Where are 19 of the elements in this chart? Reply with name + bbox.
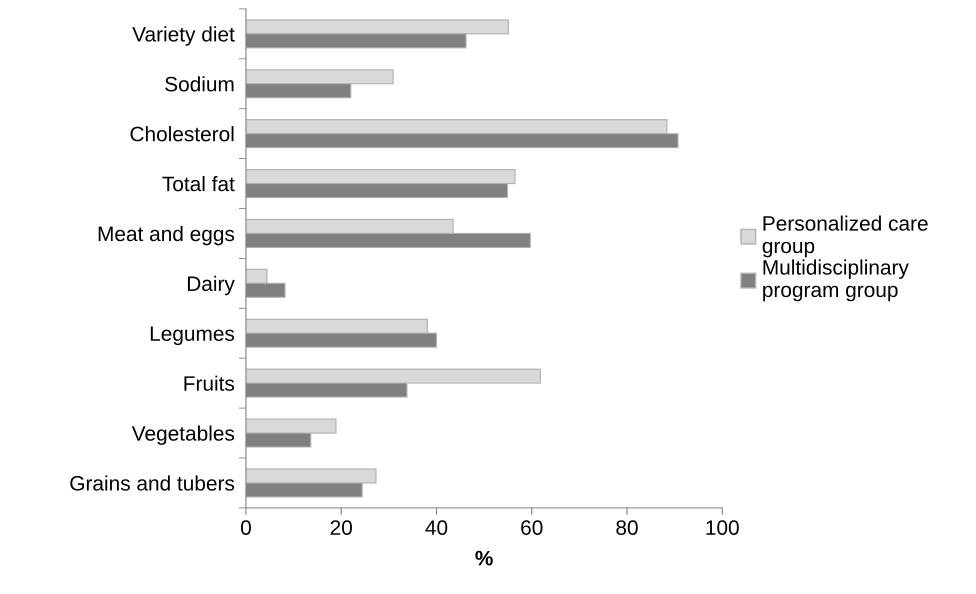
x-tick-label: 60 <box>521 520 542 535</box>
x-axis-title: % <box>475 550 493 566</box>
y-tick-label: Sodium <box>165 76 234 92</box>
y-tick-label: Total fat <box>162 176 235 192</box>
legend-label: Personalized care group <box>762 215 928 258</box>
x-tick-label: 40 <box>425 520 448 535</box>
x-tick-label: 100 <box>706 520 739 535</box>
legend-label: Multidisciplinary program group <box>763 259 909 302</box>
y-tick-label: Variety diet <box>132 26 235 46</box>
y-tick-label: Meat and eggs <box>98 226 234 246</box>
y-tick-label: Grains and tubers <box>70 475 234 491</box>
x-tick-label: 20 <box>330 520 352 535</box>
y-tick-label: Vegetables <box>132 425 234 445</box>
y-tick-label: Dairy <box>188 276 235 296</box>
y-tick-label: Legumes <box>150 326 234 346</box>
y-tick-label: Cholesterol <box>130 126 234 142</box>
x-tick-label: 80 <box>616 520 638 535</box>
y-tick-label: Fruits <box>184 376 234 391</box>
x-tick-label: 0 <box>240 520 251 535</box>
